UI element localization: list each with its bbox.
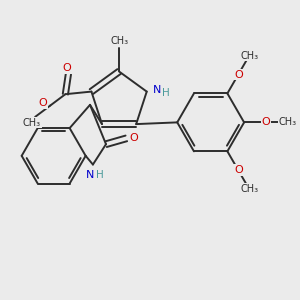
Text: O: O — [129, 134, 138, 143]
Text: N: N — [86, 170, 94, 180]
Text: H: H — [162, 88, 170, 98]
Text: O: O — [234, 165, 243, 175]
Text: O: O — [63, 63, 71, 73]
Text: O: O — [234, 70, 243, 80]
Text: CH₃: CH₃ — [240, 184, 258, 194]
Text: CH₃: CH₃ — [279, 117, 297, 128]
Text: O: O — [262, 117, 270, 128]
Text: N: N — [153, 85, 161, 95]
Text: O: O — [39, 98, 47, 108]
Text: CH₃: CH₃ — [110, 36, 128, 46]
Text: CH₃: CH₃ — [22, 118, 41, 128]
Text: H: H — [96, 170, 104, 180]
Text: CH₃: CH₃ — [240, 51, 258, 61]
